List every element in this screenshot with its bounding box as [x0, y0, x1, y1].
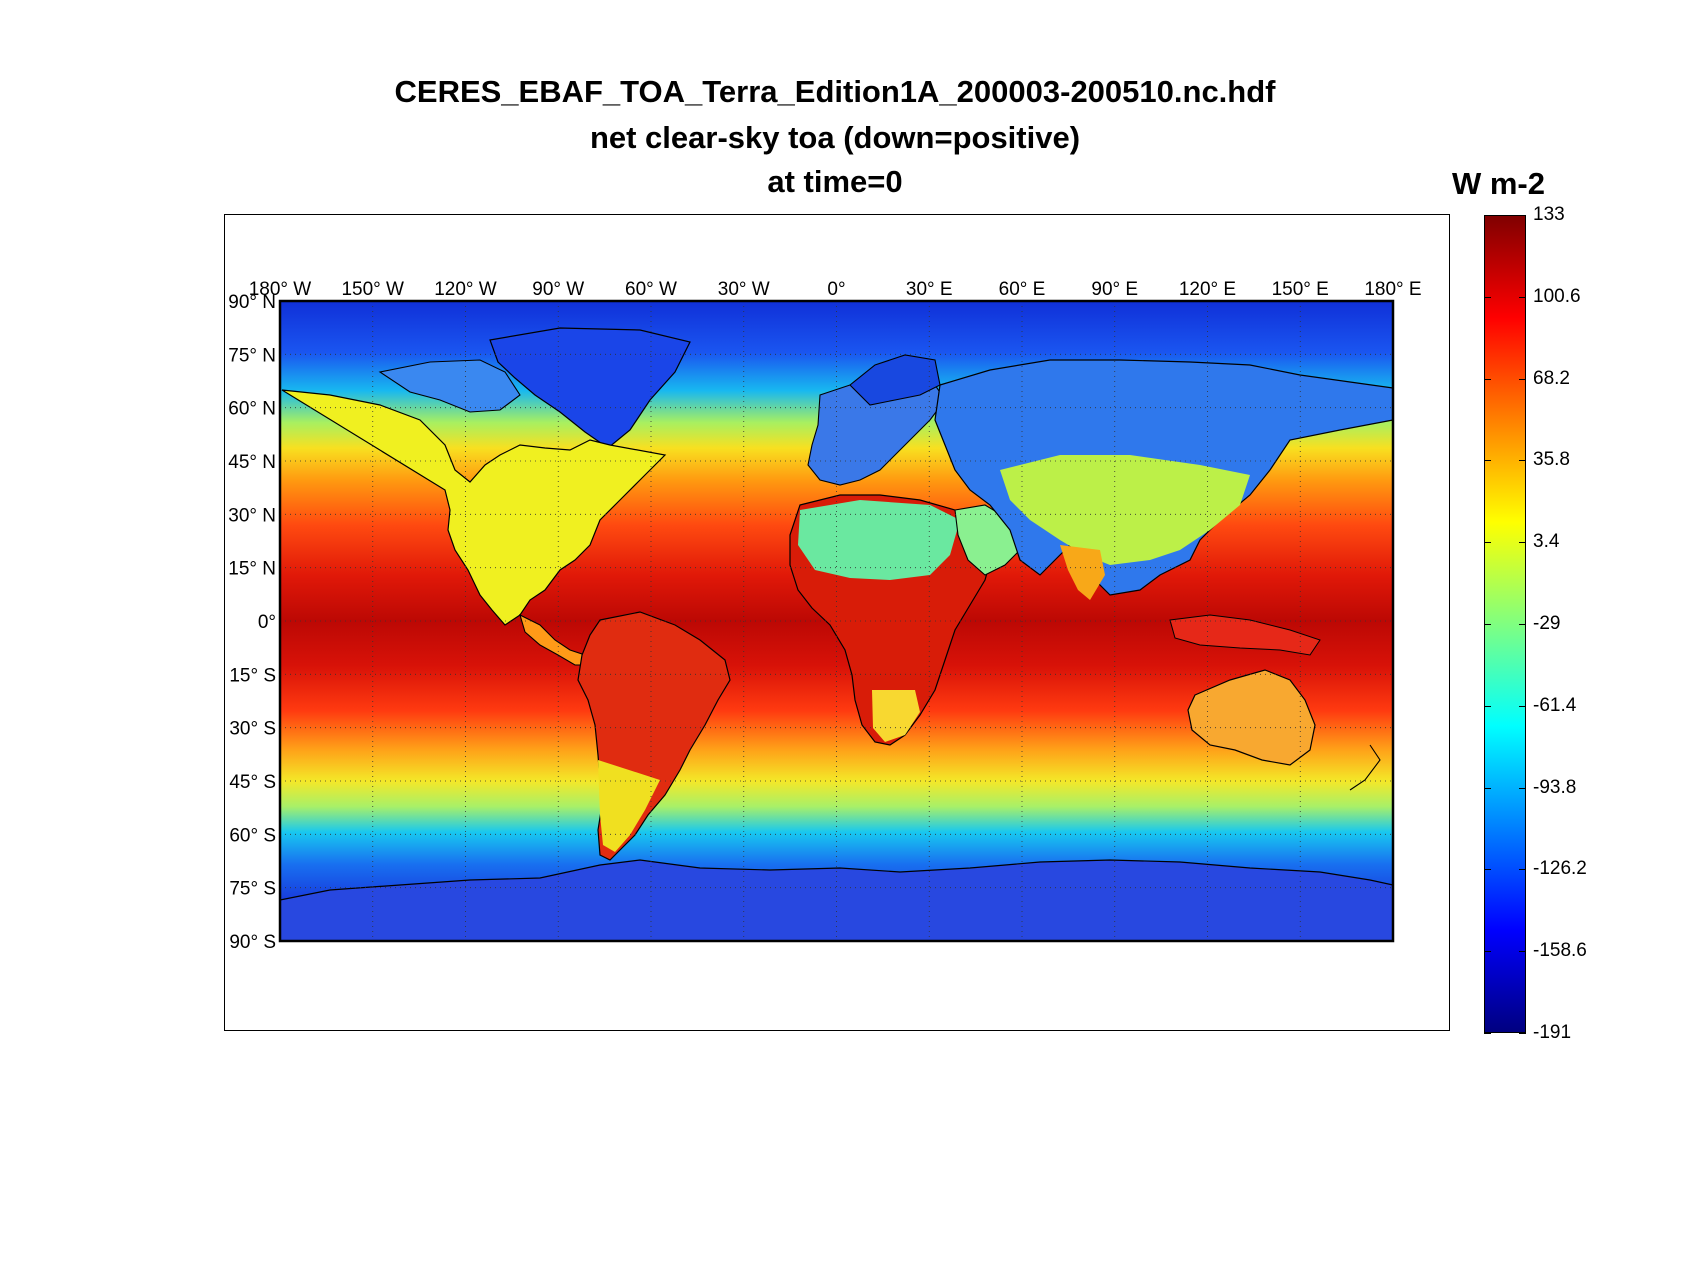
- latitude-label: 30° S: [229, 719, 276, 740]
- colorbar-tick-mark: [1484, 296, 1491, 298]
- colorbar-tick-mark: [1484, 542, 1491, 544]
- latitude-label: 60° N: [228, 399, 276, 420]
- colorbar-tick-label: 100.6: [1533, 285, 1581, 307]
- colorbar-tick-mark: [1519, 296, 1526, 298]
- latitude-labels: 90° N 75° N 60° N 45° N 30° N 15° N 0° 15° S 30°…: [228, 292, 276, 953]
- longitude-labels: 180° W 150° W 120° W 90° W 60° W 30° W 0° 30° E…: [249, 279, 1422, 300]
- land-north-america: [281, 389, 667, 626]
- colorbar-tick-mark: [1519, 542, 1526, 544]
- longitude-label: 150° W: [341, 279, 404, 300]
- latitude-label: 45° N: [228, 452, 276, 473]
- colorbar-tick-label: 35.8: [1533, 449, 1570, 471]
- latitude-label: 30° N: [228, 505, 276, 526]
- title-line-1: CERES_EBAF_TOA_Terra_Edition1A_200003-20…: [394, 74, 1276, 109]
- latitude-label: 60° S: [229, 825, 276, 846]
- colorbar-tick-label: -29: [1533, 613, 1561, 634]
- colorbar-tick-mark: [1519, 1033, 1526, 1034]
- longitude-label: 120° W: [434, 279, 497, 300]
- latitude-label: 75° N: [228, 345, 276, 366]
- colorbar-tick-mark: [1484, 951, 1491, 953]
- colorbar-tick-label: -126.2: [1533, 858, 1587, 880]
- axes-frame: [224, 214, 1450, 1031]
- colorbar-tick-mark: [1519, 787, 1526, 789]
- graticule: [280, 301, 1393, 941]
- title-line-3: at time=0: [767, 164, 903, 199]
- latitude-label: 75° S: [229, 879, 276, 900]
- colorbar-tick-mark: [1484, 624, 1491, 625]
- land-patagonia: [598, 760, 660, 852]
- longitude-label: 90° E: [1091, 279, 1138, 300]
- land-southern-africa: [872, 690, 920, 742]
- latitude-label: 45° S: [229, 772, 276, 793]
- colorbar-tick-label: -158.6: [1533, 940, 1587, 962]
- colorbar-tick-mark: [1484, 460, 1491, 462]
- longitude-label: 60° W: [625, 279, 677, 300]
- colorbar-tick-mark: [1519, 869, 1526, 871]
- latitude-label: 90° S: [229, 932, 276, 953]
- longitude-label: 90° W: [532, 279, 584, 300]
- colorbar-tick-mark: [1484, 1033, 1491, 1034]
- longitude-label: 60° E: [999, 279, 1046, 300]
- land-asia-midlat: [1000, 455, 1250, 565]
- colorbar-tick-mark: [1519, 705, 1526, 707]
- title-line-2: net clear-sky toa (down=positive): [589, 120, 1081, 155]
- longitude-label: 180° W: [249, 279, 312, 300]
- longitude-label: 180° E: [1364, 279, 1421, 300]
- colorbar-tick-label: -93.8: [1533, 776, 1577, 798]
- colorbar-tick-label: 3.4: [1533, 531, 1560, 553]
- land-antarctica: [280, 859, 1393, 941]
- colorbar-tick-mark: [1484, 787, 1491, 789]
- colorbar-tick-mark: [1519, 378, 1526, 380]
- longitude-label: 0°: [827, 279, 845, 300]
- map-border: [278, 299, 1395, 943]
- longitude-label: 120° E: [1179, 279, 1236, 300]
- land-india: [1060, 545, 1105, 600]
- latitude-label: 15° S: [229, 665, 276, 686]
- colorbar-tick-mark: [1484, 869, 1491, 871]
- land-new-zealand: [1349, 744, 1381, 791]
- land-australia: [1187, 669, 1316, 766]
- longitude-label: 30° E: [906, 279, 953, 300]
- land-indonesia: [1169, 614, 1321, 656]
- colorbar-tick-label: 68.2: [1533, 367, 1570, 389]
- colorbar-unit-label: W m-2: [1452, 166, 1545, 201]
- land-greenland: [489, 327, 691, 449]
- colorbar-tick-label: -191: [1533, 1022, 1572, 1043]
- longitude-label: 150° E: [1272, 279, 1329, 300]
- land-sahara: [798, 500, 960, 580]
- latitude-label: 90° N: [228, 292, 276, 313]
- colorbar-tick-mark: [1519, 624, 1526, 625]
- longitude-label: 30° W: [718, 279, 770, 300]
- colorbar-tick-mark: [1519, 951, 1526, 953]
- colorbar-tick-label: 133: [1533, 204, 1565, 225]
- colorbar-tick-mark: [1484, 705, 1491, 707]
- colorbar-tick-mark: [1519, 460, 1526, 462]
- colorbar-tick-mark: [1484, 378, 1491, 380]
- colorbar-tick-mark: [1519, 215, 1526, 216]
- latitude-label: 0°: [258, 612, 276, 633]
- colorbar-tick-label: -61.4: [1533, 694, 1577, 716]
- latitude-label: 15° N: [228, 559, 276, 580]
- land-canada-arctic: [378, 359, 521, 413]
- colorbar-tick-mark: [1484, 215, 1491, 216]
